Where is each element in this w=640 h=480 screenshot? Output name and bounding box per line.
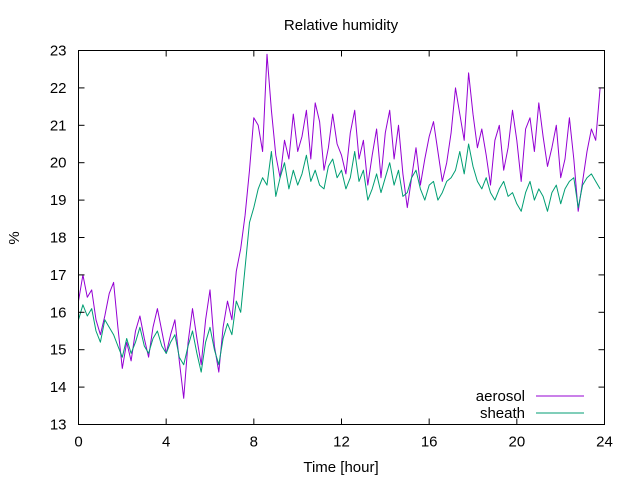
y-tick-label: 18 [50,230,67,247]
series-line-sheath [78,143,601,373]
legend-label-aerosol: aerosol [476,388,525,405]
x-axis-label: Time [hour] [303,459,378,476]
x-tick-label: 4 [162,434,170,451]
ticks-layer: 0 4 8 12 16 20 24 13 14 15 16 17 18 19 20 21 22 23 [50,43,613,451]
y-tick-label: 17 [50,267,67,284]
y-tick-label: 23 [50,43,67,60]
x-tick-label: 20 [508,434,525,451]
x-tick-label: 8 [250,434,258,451]
chart-title: Relative humidity [284,17,399,34]
y-tick-label: 21 [50,117,67,134]
x-tick-label: 0 [74,434,82,451]
y-tick-label: 20 [50,155,67,172]
x-tick-label: 24 [596,434,613,451]
x-tick-label: 12 [333,434,350,451]
legend-label-sheath: sheath [480,405,525,422]
x-tick-label: 16 [421,434,438,451]
y-tick-label: 13 [50,417,67,434]
y-tick-label: 19 [50,192,67,209]
y-tick-label: 14 [50,379,67,396]
y-tick-label: 15 [50,342,67,359]
series-layer [78,53,601,399]
plot-frame [78,50,605,425]
y-tick-label: 22 [50,80,67,97]
y-axis-label: % [6,231,23,244]
series-line-aerosol [78,53,601,399]
y-tick-label: 16 [50,304,67,321]
